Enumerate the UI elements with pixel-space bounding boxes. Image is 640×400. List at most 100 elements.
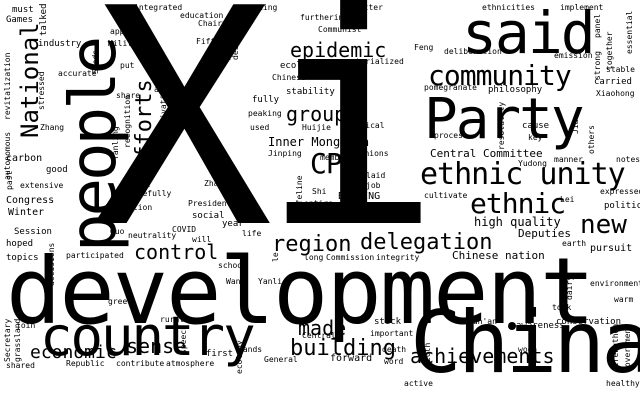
word-games: Games xyxy=(6,15,34,25)
word-important: important xyxy=(370,329,414,338)
word-commission: Commission xyxy=(326,253,375,262)
word-dairy: dairy xyxy=(565,275,574,300)
word-stressed: stressed xyxy=(37,71,46,110)
word-country: country xyxy=(40,305,256,368)
word-participated: participated xyxy=(66,251,124,260)
word-wang: Wang xyxy=(226,277,246,286)
word-laid: laid xyxy=(366,171,386,180)
word-covid: COVID xyxy=(172,225,197,234)
word-fully: fully xyxy=(252,95,280,105)
word-member: member xyxy=(320,153,349,162)
word-cultivating: Cultivating xyxy=(159,85,168,138)
word-zhang: Zhang xyxy=(40,123,65,132)
word-seeds: Seeds xyxy=(91,49,100,74)
word-weal: weal xyxy=(342,95,362,104)
word-hoped: hoped xyxy=(6,239,34,249)
word-le: le xyxy=(271,252,280,262)
word-opinions: opinions xyxy=(350,149,389,158)
word-added: added xyxy=(154,85,179,94)
word-better: better xyxy=(354,3,383,12)
word-took: took xyxy=(552,303,572,312)
word-education: education xyxy=(180,11,224,20)
word-warm: warm xyxy=(614,295,634,304)
word-central-committee: Central Committee xyxy=(430,147,543,160)
word-stable: stable xyxy=(606,65,635,74)
word-key: key xyxy=(528,133,543,142)
word-lei: Lei xyxy=(560,195,575,204)
word-china: China xyxy=(410,293,640,393)
word-recognition: recognition xyxy=(123,95,132,148)
word-secretary: Secretary xyxy=(3,318,12,362)
word-talked: talked xyxy=(39,3,49,36)
word-political: political xyxy=(604,201,640,211)
word-neutrality: neutrality xyxy=(128,231,177,240)
word-shared: shared xyxy=(6,361,35,370)
word-topics: topics xyxy=(6,253,39,263)
word-expressed: expressed xyxy=(600,187,640,196)
word-20th: 20th xyxy=(423,342,432,362)
word-good: good xyxy=(46,165,68,175)
word-peaking: peaking xyxy=(248,109,282,118)
word-conservation: conservation xyxy=(556,317,622,327)
word-military: Military xyxy=(108,39,147,48)
word-carbon: carbon xyxy=(6,153,43,164)
word-pomegranate: pomegranate xyxy=(424,83,477,92)
word-guo: Guo xyxy=(110,227,125,236)
word-ethnic: ethnic xyxy=(470,187,566,220)
word-stability: stability xyxy=(286,87,335,97)
word-listened: listened xyxy=(302,213,341,222)
word-chinese-nation: Chinese nation xyxy=(452,249,545,262)
word-industry: industry xyxy=(38,39,82,49)
word-said: said xyxy=(462,0,596,67)
word-word: word xyxy=(384,357,404,366)
word-process: process xyxy=(434,131,468,140)
word-contribute: contribute xyxy=(116,359,165,368)
word-runan: Run'an xyxy=(468,317,497,326)
word-accurate: accurate xyxy=(58,69,97,78)
word-delegation: delegation xyxy=(360,230,493,255)
word-central: Central xyxy=(302,331,336,340)
word-coal: coal xyxy=(212,53,232,62)
word-xiaohong: Xiaohong xyxy=(596,89,635,98)
word-put: put xyxy=(120,61,135,70)
word-cultivate: cultivate xyxy=(424,191,468,200)
word-social: social xyxy=(192,211,225,221)
word-decisions: decisions xyxy=(47,242,56,286)
word-rural: rural xyxy=(160,315,185,324)
word-session: Session xyxy=(14,227,52,237)
word-ethnic-unity: ethnic unity xyxy=(420,157,626,192)
word-others: others xyxy=(587,125,596,154)
word-development: development xyxy=(6,238,595,345)
word-high-quality: high quality xyxy=(474,215,561,229)
word-work: Work xyxy=(126,179,151,190)
word-yudong: Yudong xyxy=(518,159,547,168)
word-entire: entire xyxy=(304,199,333,208)
word-lifeline: lifeline xyxy=(295,175,304,214)
word-jia: Jia xyxy=(571,119,580,134)
word-pursuit: pursuit xyxy=(590,243,633,254)
word-carefully: carefully xyxy=(128,189,172,198)
word-earth: earth xyxy=(562,239,587,248)
word-extensive: extensive xyxy=(20,181,64,190)
word-share: share xyxy=(116,91,141,100)
word-building: building xyxy=(290,336,396,361)
word-new: new xyxy=(580,210,627,240)
word-essential: essential xyxy=(625,10,634,54)
word-epidemic: epidemic xyxy=(290,38,387,62)
word-deliberation: deliberation xyxy=(444,47,502,56)
word-first: first xyxy=(206,349,234,359)
word-integrated: integrated xyxy=(134,3,183,12)
word-woe: woe xyxy=(518,345,533,354)
word-atmosphere: atmosphere xyxy=(166,359,215,368)
word-sense: sense xyxy=(126,334,187,358)
word-will: will xyxy=(192,235,212,244)
word-government: Government xyxy=(623,323,632,372)
word-manner: manner xyxy=(554,155,583,164)
word-describe: describe xyxy=(231,21,240,60)
word-ethnicities: ethnicities xyxy=(482,3,535,12)
word-hands: hands xyxy=(238,345,263,354)
word-control: control xyxy=(134,240,219,264)
word-used: used xyxy=(250,123,270,132)
word-cause: cause xyxy=(522,121,550,131)
